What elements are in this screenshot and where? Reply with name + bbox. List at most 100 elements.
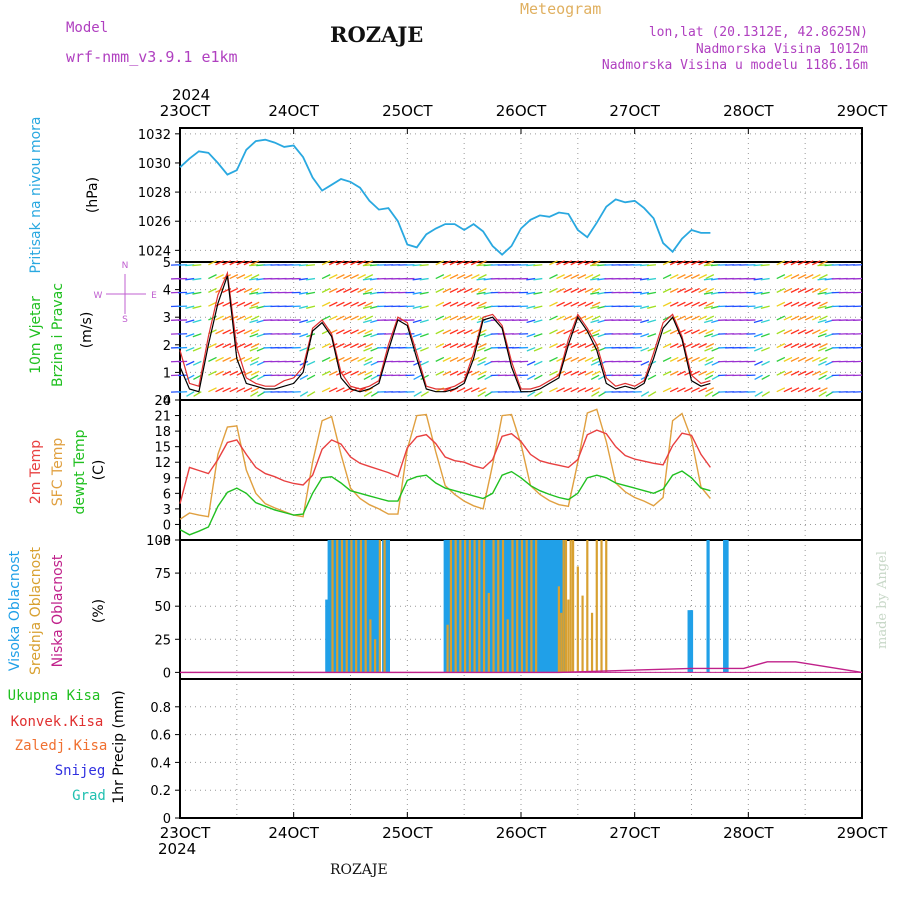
wind-arrow [534,374,543,380]
wind-arrow [336,301,345,307]
wind-arrow [776,287,786,293]
wind-arrow [250,260,260,266]
wind-arrow [684,387,693,393]
wind-arrow [236,260,246,266]
wind-arrow [222,301,232,307]
wind-arrow [321,260,331,266]
wind-arrow [783,370,793,376]
wind-arrow [463,343,473,349]
wind-arrow [343,260,352,266]
wind-arrow [818,360,827,366]
wind-arrow [413,360,422,366]
y-tick-label: 1032 [138,128,171,143]
wind-arrow [442,370,452,376]
credit-label: made by Angel [875,551,890,649]
precip-legend-4: Grad [72,788,106,804]
high-cloud-bar [360,540,364,673]
wind-arrow [412,291,422,295]
wind-arrow [250,370,260,376]
mid-cloud-bar [359,540,363,673]
wind-unit-label: (m/s) [79,312,95,349]
wind-arrow [357,356,366,362]
wind-arrow [328,370,338,376]
wind-arrow [549,387,558,393]
wind-arrow [662,387,672,393]
wind-arrow [470,274,480,280]
wind-arrow [419,264,429,267]
wind-arrow [478,287,487,293]
x-tick-label-bottom: 24OCT [268,824,319,842]
wind-arrow [804,274,814,280]
wind-arrow [533,277,543,281]
wind-arrow [478,370,487,376]
wind-arrow [698,274,707,280]
wind-arrow [776,329,786,335]
wind-arrow [819,387,828,393]
y-tick-label: 0.6 [150,729,171,744]
wind-arrow [584,343,594,349]
wind-arrow [705,287,715,293]
wind-arrow [321,343,331,349]
wind-arrow [591,274,601,280]
wind-arrow [549,260,558,266]
wind-arrow [208,301,217,307]
wind-arrow [753,305,763,309]
wind-arrow [811,343,821,349]
wind-arrow [343,287,352,293]
wind-arrow [533,264,543,267]
wind-arrow [691,287,700,293]
wind-arrow [442,287,452,293]
wind-arrow [364,301,374,307]
wind-arrow [250,387,260,393]
wind-arrow [192,291,202,295]
wind-arrow [753,333,763,338]
mid-cloud-bar [473,540,476,673]
wind-arrow [364,356,374,362]
wind-arrow [478,387,487,393]
high-cloud-bar [450,540,454,673]
wind-arrow [236,274,246,280]
y-tick-label: 0.4 [150,756,171,771]
mid-cloud-bar [374,639,377,673]
wind-arrow [476,319,486,324]
wind-arrow [790,329,800,335]
wind-arrow [817,333,827,338]
wind-arrow [328,301,338,307]
wind-arrow [336,387,345,393]
wind-arrow [790,343,800,349]
wind-arrow [704,360,714,366]
wind-arrow [306,291,316,295]
wind-arrow [328,315,338,321]
wind-arrow [249,346,259,352]
wind-arrow [790,260,800,266]
x-tick-label-bottom: 29OCT [837,824,888,842]
wind-arrow [556,329,565,335]
wind-arrow [691,370,700,376]
wind-arrow [435,329,445,335]
wind-arrow [761,360,770,366]
wind-arrow [208,260,217,266]
wind-arrow [819,260,828,266]
mid-cloud-bar [383,540,386,673]
wind-arrow [570,356,580,362]
wind-arrow [412,305,422,309]
elevation-info: Nadmorska Visina 1012m [695,42,868,57]
wind-arrow [222,315,232,321]
wind-arrow [698,343,707,349]
wind-arrow [698,301,707,307]
wind-arrow [229,387,239,393]
high-cloud-bar [526,540,530,673]
wind-arrow [299,319,309,324]
wind-arrow [662,287,672,293]
y-tick-label: 18 [154,425,171,440]
mid-cloud-bar [345,540,348,673]
wind-arrow [705,260,715,266]
mid-cloud-bar [350,540,353,673]
y-tick-label: 75 [154,567,171,582]
x-tick-label-top: 29OCT [837,102,888,120]
wind-arrow [243,315,253,321]
mid-cloud-bar [567,599,570,673]
wind-arrow [336,287,345,293]
wind-arrow [783,287,793,293]
mid-cloud-bar [378,540,381,673]
